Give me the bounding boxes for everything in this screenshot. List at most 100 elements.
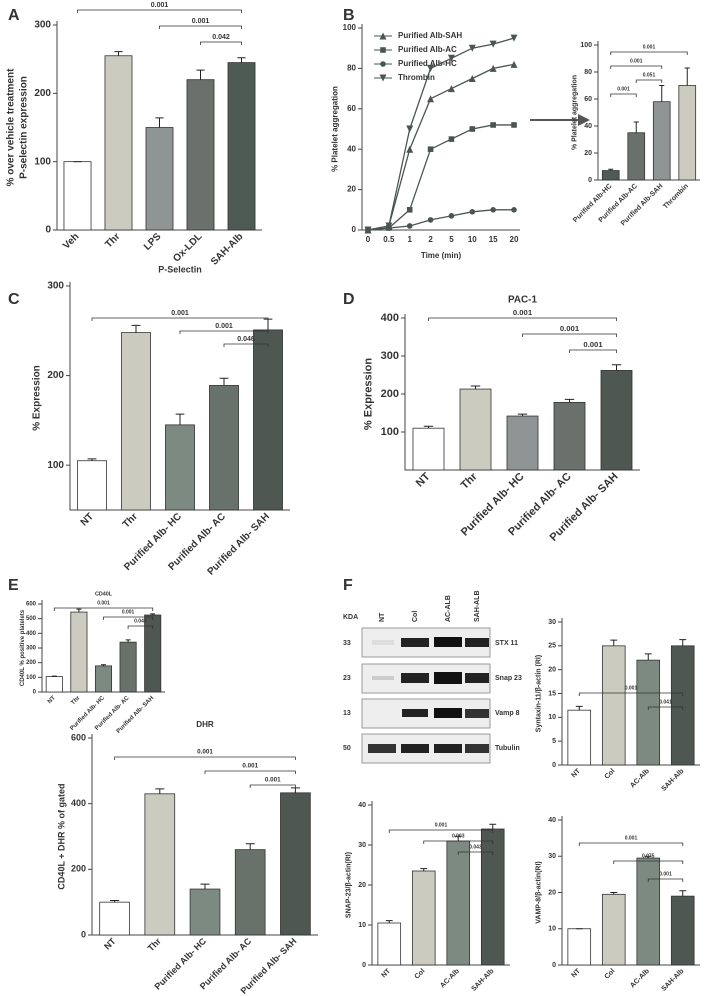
significance-label: 0.001: [560, 324, 580, 333]
significance-label: 0.001: [242, 763, 258, 770]
blot-row-label: Vamp 8: [495, 710, 520, 717]
x-tick-label: NT: [79, 511, 96, 528]
y-axis-label: % Platelet aggregation: [331, 86, 340, 172]
y-tick-label: 200: [381, 388, 399, 400]
significance-bracket: [578, 692, 684, 696]
y-tick-label: 20: [358, 882, 366, 889]
x-tick-label: Thrombin: [662, 183, 690, 211]
marker: [427, 64, 435, 72]
x-tick-label: AC-Alb: [629, 968, 651, 990]
error-bar: [420, 868, 428, 871]
axis: [361, 24, 520, 231]
blot-kda-header: KDA: [343, 614, 358, 621]
significance-bracket: [200, 41, 242, 45]
significance-label: 0.001: [215, 323, 233, 330]
bar: [670, 645, 695, 766]
x-tick-label: 0: [366, 235, 371, 244]
significance-bracket: [249, 784, 296, 788]
bar: [165, 424, 195, 511]
error-bar: [155, 788, 165, 794]
significance-bracket: [388, 829, 494, 833]
marker: [448, 136, 455, 142]
bar: [209, 385, 239, 511]
significance-label: 0.001: [171, 310, 189, 317]
y-tick-label: 30: [548, 853, 556, 860]
bar: [411, 870, 436, 966]
legend-marker: [379, 32, 387, 40]
y-axis-label: % Expression: [32, 365, 43, 431]
significance-label: 0.001: [435, 822, 448, 828]
marker: [511, 122, 517, 128]
significance-label: 0.003: [452, 833, 465, 839]
marker: [406, 125, 414, 133]
y-tick-label: 60: [347, 104, 356, 113]
blot-row-label: STX 11: [495, 640, 518, 647]
error-bar: [200, 883, 210, 890]
chart-title: P-Selectin: [158, 264, 202, 274]
y-tick-label: 600: [71, 732, 86, 742]
x-tick-label: Col: [604, 768, 617, 781]
bar: [121, 332, 151, 511]
bar: [145, 127, 174, 231]
y-tick-label: 300: [34, 20, 51, 31]
x-tick-label: Thr: [146, 936, 164, 954]
y-tick-label: 100: [580, 42, 592, 49]
bar: [77, 460, 107, 511]
bar: [104, 55, 133, 231]
panel-label: F: [343, 577, 353, 594]
significance-bracket: [223, 343, 269, 347]
significance-label: 0.043: [134, 618, 147, 624]
significance-label: 0.043: [469, 844, 482, 850]
error-bar: [633, 121, 639, 133]
y-tick-label: 400: [381, 312, 399, 324]
significance-label: 0.001: [659, 871, 672, 877]
y-tick-label: 300: [47, 281, 64, 292]
significance-bracket: [423, 840, 494, 844]
error-bar: [110, 900, 120, 903]
blot-row-label: Tubulin: [495, 745, 520, 752]
error-bar: [644, 653, 652, 661]
bar: [567, 709, 592, 766]
bar: [45, 676, 63, 693]
error-bar: [610, 892, 618, 895]
marker: [427, 217, 434, 223]
y-tick-label: 200: [47, 370, 64, 381]
significance-bracket: [635, 79, 663, 83]
line: [367, 63, 515, 231]
marker: [489, 40, 497, 48]
line: [367, 209, 514, 231]
significance-bracket: [127, 625, 154, 629]
legend-marker: [380, 61, 386, 67]
y-tick-label: 200: [26, 660, 37, 666]
y-tick-label: 100: [26, 675, 37, 681]
error-bar: [659, 85, 665, 102]
x-tick-label: NT: [570, 767, 582, 779]
y-tick-label: 300: [381, 350, 399, 362]
chart-title: DHR: [196, 720, 214, 729]
x-tick-label: 1: [407, 235, 412, 244]
marker: [406, 223, 413, 229]
bar: [144, 793, 176, 936]
error-bar: [679, 890, 687, 897]
significance-bracket: [569, 349, 617, 353]
blot-lane-label: NT: [379, 612, 386, 622]
x-tick-label: NT: [414, 470, 433, 489]
legend-marker: [379, 74, 387, 82]
bar: [601, 893, 626, 966]
bar: [227, 62, 256, 231]
significance-label: 0.001: [617, 86, 630, 92]
significance-bracket: [610, 51, 688, 55]
blot-kda: 23: [343, 675, 351, 682]
significance-label: 0.001: [630, 58, 643, 64]
panel-label: C: [8, 291, 20, 308]
error-bar: [489, 823, 497, 829]
x-tick-label: Veh: [61, 231, 81, 251]
error-bar: [131, 324, 141, 333]
y-tick-label: 40: [548, 817, 556, 824]
bar: [601, 645, 626, 766]
significance-bracket: [610, 65, 663, 69]
x-tick-label: 5: [449, 235, 454, 244]
x-tick-label: NT: [102, 936, 118, 952]
error-bar: [150, 613, 156, 615]
